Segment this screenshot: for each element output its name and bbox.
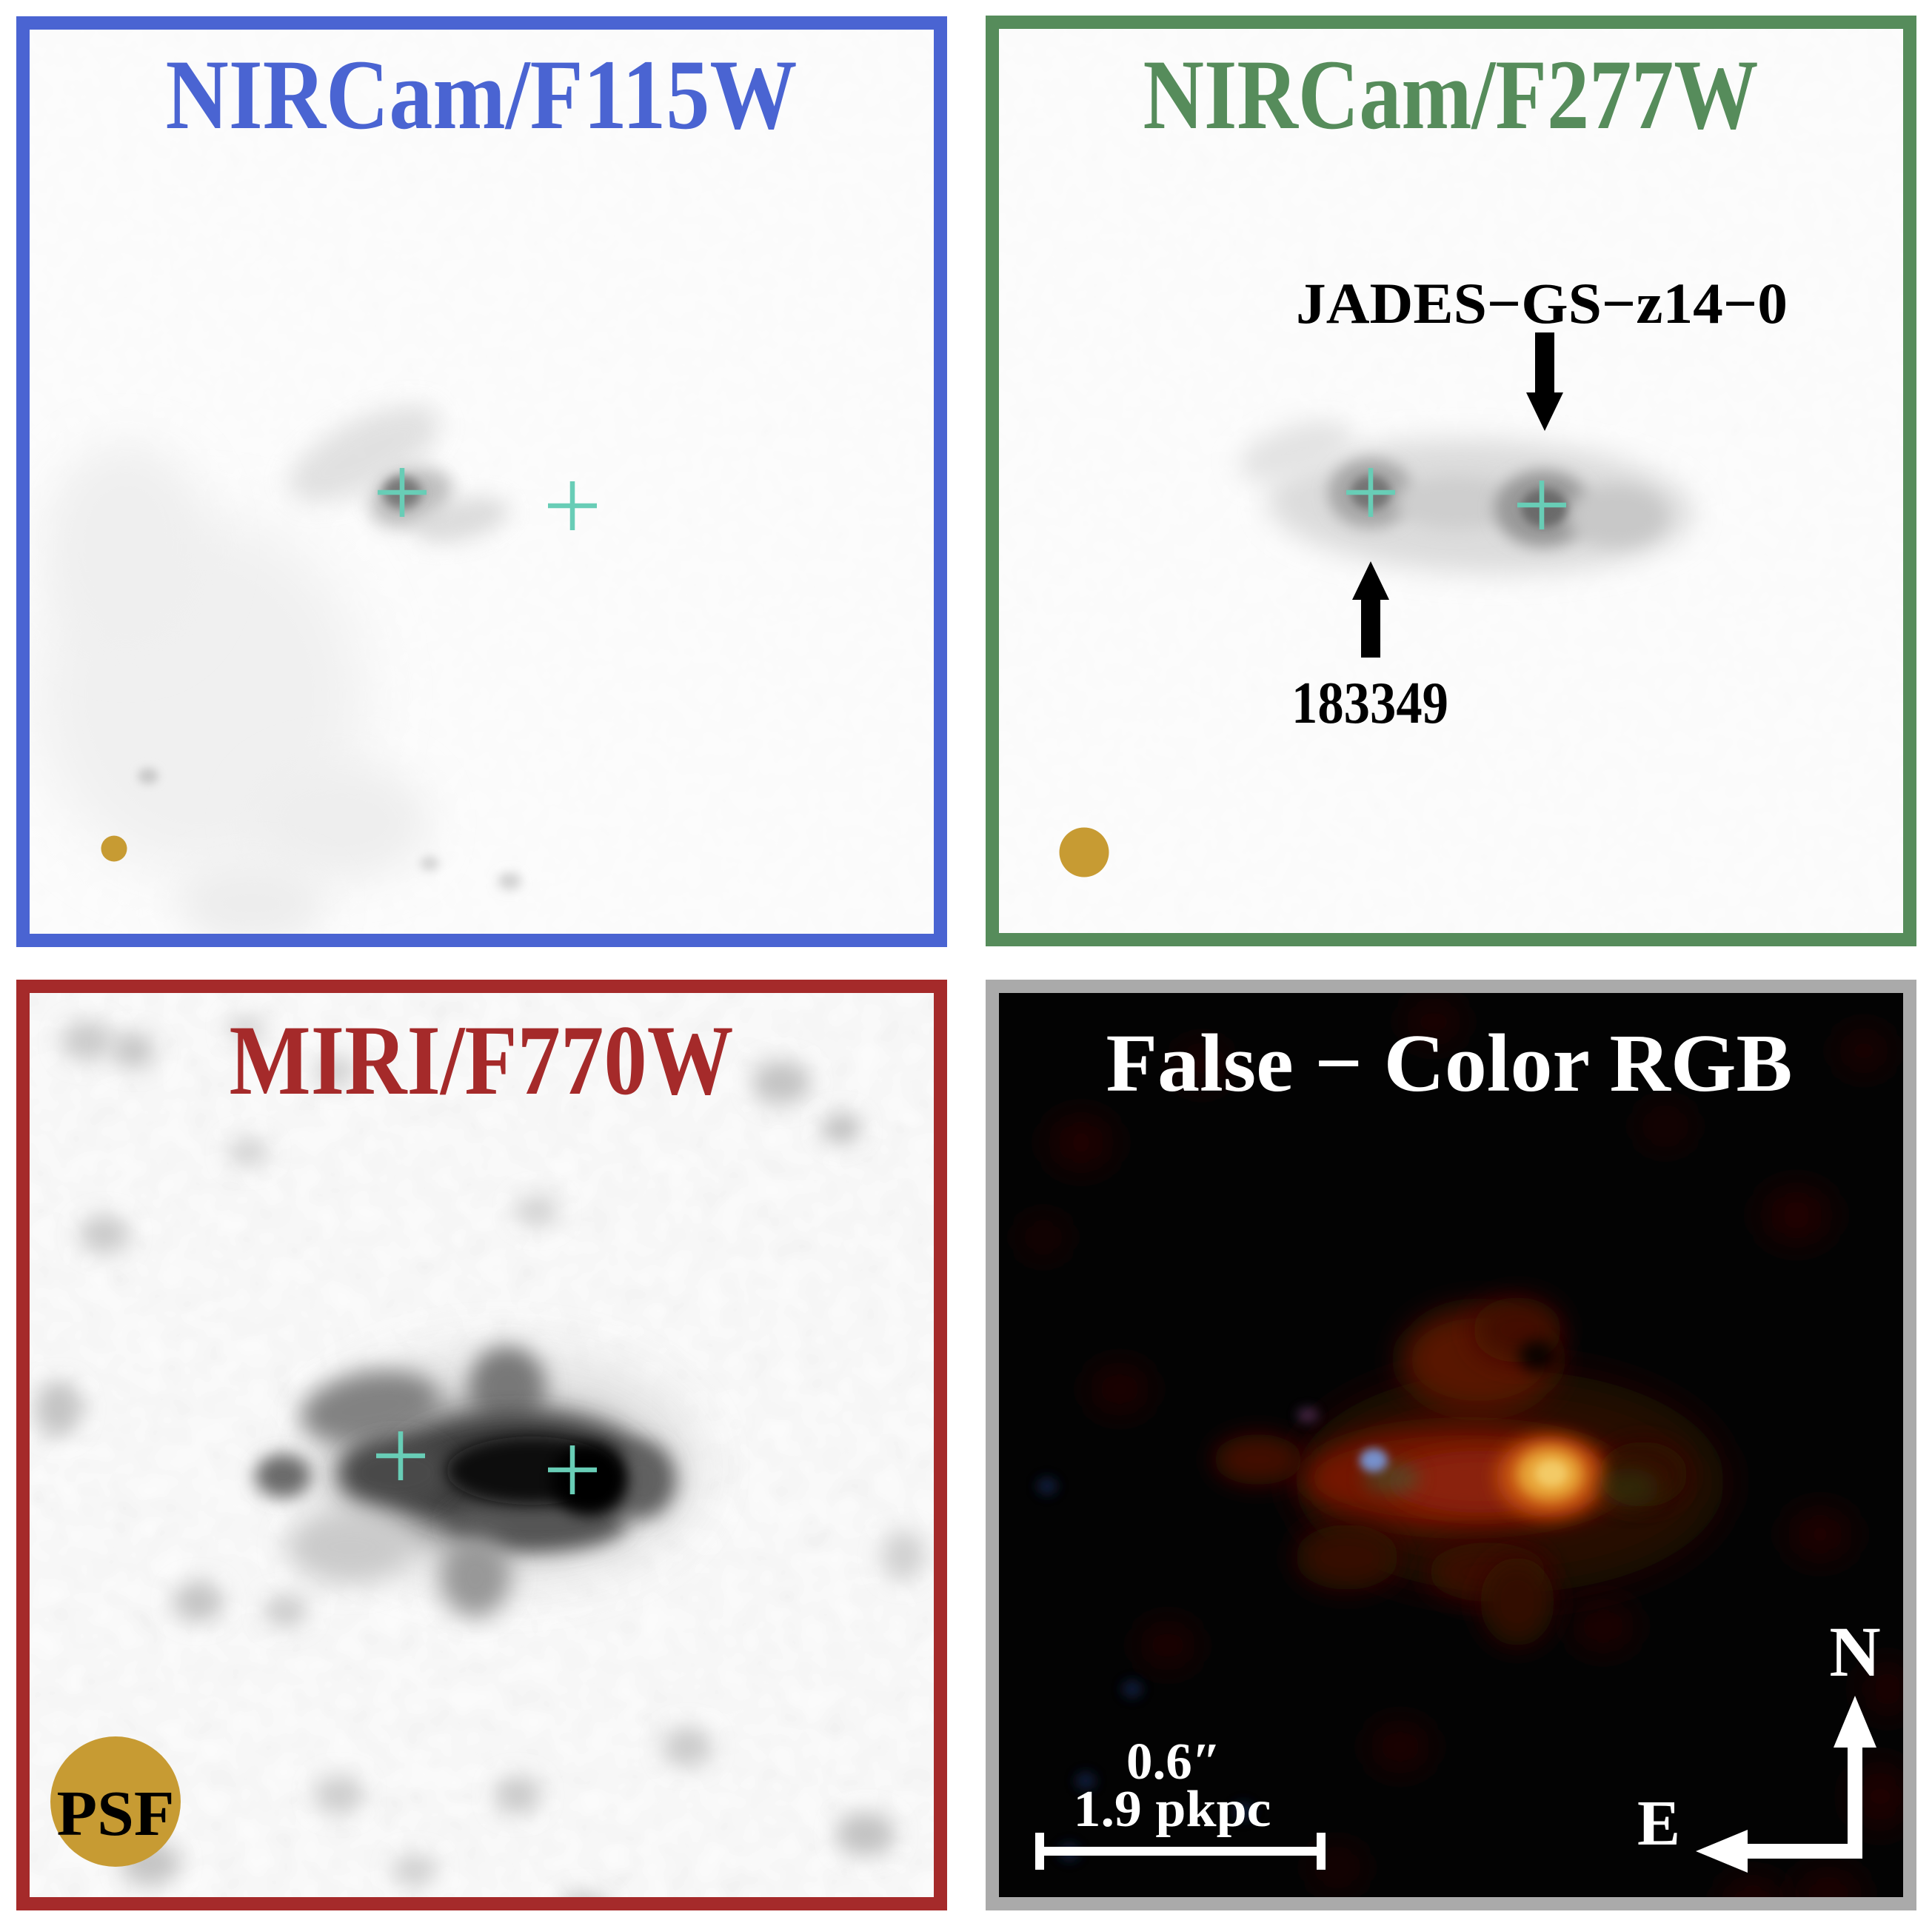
svg-text:1.9 pkpc: 1.9 pkpc	[1074, 1781, 1271, 1838]
svg-text:E: E	[1637, 1787, 1680, 1859]
svg-text:N: N	[1829, 1612, 1880, 1691]
svg-text:183349: 183349	[1291, 671, 1448, 736]
svg-text:MIRI/F770W: MIRI/F770W	[230, 1006, 734, 1116]
svg-text:NIRCam/F277W: NIRCam/F277W	[1143, 40, 1759, 150]
svg-text:0.6″: 0.6″	[1126, 1733, 1221, 1790]
svg-text:JADES−GS−z14−0: JADES−GS−z14−0	[1296, 271, 1788, 335]
svg-text:NIRCam/F115W: NIRCam/F115W	[166, 40, 798, 150]
svg-text:PSF: PSF	[57, 1777, 175, 1849]
svg-text:False − Color RGB: False − Color RGB	[1106, 1018, 1793, 1109]
